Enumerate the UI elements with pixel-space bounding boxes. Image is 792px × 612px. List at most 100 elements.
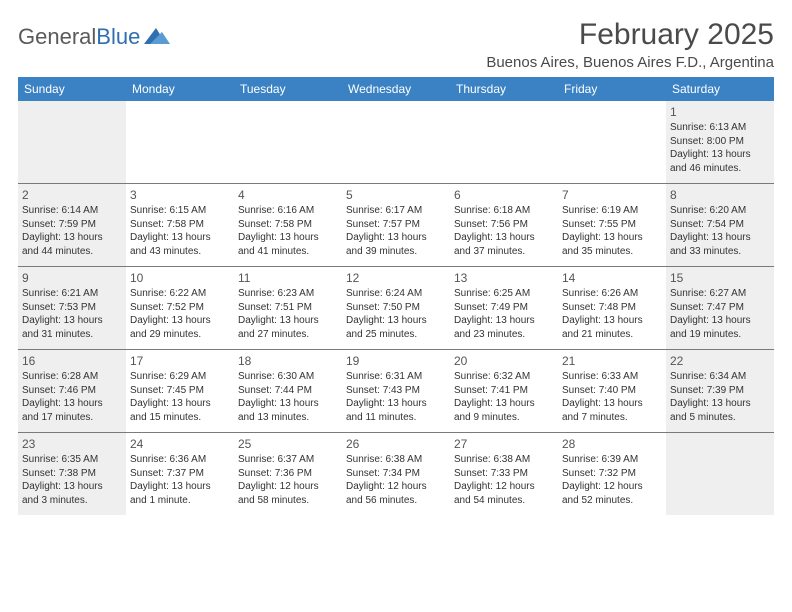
sunset-text: Sunset: 7:47 PM xyxy=(670,301,770,315)
sunrise-text: Sunrise: 6:27 AM xyxy=(670,287,770,301)
sunset-text: Sunset: 7:48 PM xyxy=(562,301,662,315)
day-cell: 14Sunrise: 6:26 AMSunset: 7:48 PMDayligh… xyxy=(558,267,666,349)
sunrise-text: Sunrise: 6:38 AM xyxy=(454,453,554,467)
daylight-text: Daylight: 13 hours and 23 minutes. xyxy=(454,314,554,341)
daylight-text: Daylight: 13 hours and 9 minutes. xyxy=(454,397,554,424)
week-row: 23Sunrise: 6:35 AMSunset: 7:38 PMDayligh… xyxy=(18,432,774,515)
sunset-text: Sunset: 7:33 PM xyxy=(454,467,554,481)
day-number: 6 xyxy=(454,187,554,203)
sunset-text: Sunset: 7:40 PM xyxy=(562,384,662,398)
day-cell: 10Sunrise: 6:22 AMSunset: 7:52 PMDayligh… xyxy=(126,267,234,349)
day-number: 22 xyxy=(670,353,770,369)
day-cell: 8Sunrise: 6:20 AMSunset: 7:54 PMDaylight… xyxy=(666,184,774,266)
day-number: 21 xyxy=(562,353,662,369)
sunrise-text: Sunrise: 6:33 AM xyxy=(562,370,662,384)
sunrise-text: Sunrise: 6:18 AM xyxy=(454,204,554,218)
day-number: 10 xyxy=(130,270,230,286)
sunrise-text: Sunrise: 6:29 AM xyxy=(130,370,230,384)
daylight-text: Daylight: 12 hours and 56 minutes. xyxy=(346,480,446,507)
sunrise-text: Sunrise: 6:30 AM xyxy=(238,370,338,384)
week-row: 2Sunrise: 6:14 AMSunset: 7:59 PMDaylight… xyxy=(18,183,774,266)
day-number: 16 xyxy=(22,353,122,369)
day-number: 11 xyxy=(238,270,338,286)
day-cell: 5Sunrise: 6:17 AMSunset: 7:57 PMDaylight… xyxy=(342,184,450,266)
title-block: February 2025 Buenos Aires, Buenos Aires… xyxy=(486,18,774,71)
day-cell: 19Sunrise: 6:31 AMSunset: 7:43 PMDayligh… xyxy=(342,350,450,432)
logo-text-2: Blue xyxy=(96,24,140,50)
day-cell: 9Sunrise: 6:21 AMSunset: 7:53 PMDaylight… xyxy=(18,267,126,349)
sunset-text: Sunset: 7:57 PM xyxy=(346,218,446,232)
sunrise-text: Sunrise: 6:25 AM xyxy=(454,287,554,301)
day-cell xyxy=(558,101,666,183)
weekday-header-cell: Tuesday xyxy=(234,77,342,101)
day-cell: 11Sunrise: 6:23 AMSunset: 7:51 PMDayligh… xyxy=(234,267,342,349)
sunset-text: Sunset: 7:50 PM xyxy=(346,301,446,315)
daylight-text: Daylight: 13 hours and 46 minutes. xyxy=(670,148,770,175)
daylight-text: Daylight: 13 hours and 29 minutes. xyxy=(130,314,230,341)
day-number: 17 xyxy=(130,353,230,369)
sunset-text: Sunset: 7:38 PM xyxy=(22,467,122,481)
daylight-text: Daylight: 13 hours and 33 minutes. xyxy=(670,231,770,258)
sunrise-text: Sunrise: 6:31 AM xyxy=(346,370,446,384)
daylight-text: Daylight: 13 hours and 43 minutes. xyxy=(130,231,230,258)
day-cell: 27Sunrise: 6:38 AMSunset: 7:33 PMDayligh… xyxy=(450,433,558,515)
daylight-text: Daylight: 12 hours and 58 minutes. xyxy=(238,480,338,507)
sunrise-text: Sunrise: 6:16 AM xyxy=(238,204,338,218)
sunrise-text: Sunrise: 6:13 AM xyxy=(670,121,770,135)
daylight-text: Daylight: 13 hours and 41 minutes. xyxy=(238,231,338,258)
sunrise-text: Sunrise: 6:23 AM xyxy=(238,287,338,301)
day-cell: 3Sunrise: 6:15 AMSunset: 7:58 PMDaylight… xyxy=(126,184,234,266)
sunset-text: Sunset: 7:44 PM xyxy=(238,384,338,398)
sunset-text: Sunset: 7:36 PM xyxy=(238,467,338,481)
sunrise-text: Sunrise: 6:36 AM xyxy=(130,453,230,467)
day-number: 14 xyxy=(562,270,662,286)
sunset-text: Sunset: 7:53 PM xyxy=(22,301,122,315)
daylight-text: Daylight: 13 hours and 35 minutes. xyxy=(562,231,662,258)
sunrise-text: Sunrise: 6:28 AM xyxy=(22,370,122,384)
day-number: 19 xyxy=(346,353,446,369)
daylight-text: Daylight: 13 hours and 15 minutes. xyxy=(130,397,230,424)
logo: GeneralBlue xyxy=(18,18,170,50)
day-number: 13 xyxy=(454,270,554,286)
sunset-text: Sunset: 7:34 PM xyxy=(346,467,446,481)
day-number: 12 xyxy=(346,270,446,286)
day-cell: 1Sunrise: 6:13 AMSunset: 8:00 PMDaylight… xyxy=(666,101,774,183)
day-number: 26 xyxy=(346,436,446,452)
day-cell: 6Sunrise: 6:18 AMSunset: 7:56 PMDaylight… xyxy=(450,184,558,266)
sunrise-text: Sunrise: 6:22 AM xyxy=(130,287,230,301)
sunset-text: Sunset: 7:37 PM xyxy=(130,467,230,481)
weekday-header-cell: Wednesday xyxy=(342,77,450,101)
daylight-text: Daylight: 12 hours and 54 minutes. xyxy=(454,480,554,507)
daylight-text: Daylight: 13 hours and 17 minutes. xyxy=(22,397,122,424)
sunset-text: Sunset: 7:54 PM xyxy=(670,218,770,232)
day-cell: 23Sunrise: 6:35 AMSunset: 7:38 PMDayligh… xyxy=(18,433,126,515)
sunrise-text: Sunrise: 6:39 AM xyxy=(562,453,662,467)
day-cell xyxy=(126,101,234,183)
daylight-text: Daylight: 13 hours and 37 minutes. xyxy=(454,231,554,258)
sunset-text: Sunset: 7:56 PM xyxy=(454,218,554,232)
day-number: 24 xyxy=(130,436,230,452)
day-number: 1 xyxy=(670,104,770,120)
day-number: 20 xyxy=(454,353,554,369)
calendar: SundayMondayTuesdayWednesdayThursdayFrid… xyxy=(18,77,774,515)
day-cell: 7Sunrise: 6:19 AMSunset: 7:55 PMDaylight… xyxy=(558,184,666,266)
daylight-text: Daylight: 13 hours and 11 minutes. xyxy=(346,397,446,424)
daylight-text: Daylight: 13 hours and 3 minutes. xyxy=(22,480,122,507)
weeks-container: 1Sunrise: 6:13 AMSunset: 8:00 PMDaylight… xyxy=(18,101,774,515)
day-cell: 26Sunrise: 6:38 AMSunset: 7:34 PMDayligh… xyxy=(342,433,450,515)
sunset-text: Sunset: 7:39 PM xyxy=(670,384,770,398)
daylight-text: Daylight: 13 hours and 31 minutes. xyxy=(22,314,122,341)
day-number: 4 xyxy=(238,187,338,203)
location: Buenos Aires, Buenos Aires F.D., Argenti… xyxy=(486,54,774,71)
day-cell: 13Sunrise: 6:25 AMSunset: 7:49 PMDayligh… xyxy=(450,267,558,349)
sunrise-text: Sunrise: 6:24 AM xyxy=(346,287,446,301)
day-cell: 22Sunrise: 6:34 AMSunset: 7:39 PMDayligh… xyxy=(666,350,774,432)
day-number: 9 xyxy=(22,270,122,286)
weekday-header-cell: Friday xyxy=(558,77,666,101)
daylight-text: Daylight: 13 hours and 5 minutes. xyxy=(670,397,770,424)
sunset-text: Sunset: 7:41 PM xyxy=(454,384,554,398)
day-cell: 28Sunrise: 6:39 AMSunset: 7:32 PMDayligh… xyxy=(558,433,666,515)
sunrise-text: Sunrise: 6:20 AM xyxy=(670,204,770,218)
weekday-header-row: SundayMondayTuesdayWednesdayThursdayFrid… xyxy=(18,77,774,101)
daylight-text: Daylight: 13 hours and 44 minutes. xyxy=(22,231,122,258)
